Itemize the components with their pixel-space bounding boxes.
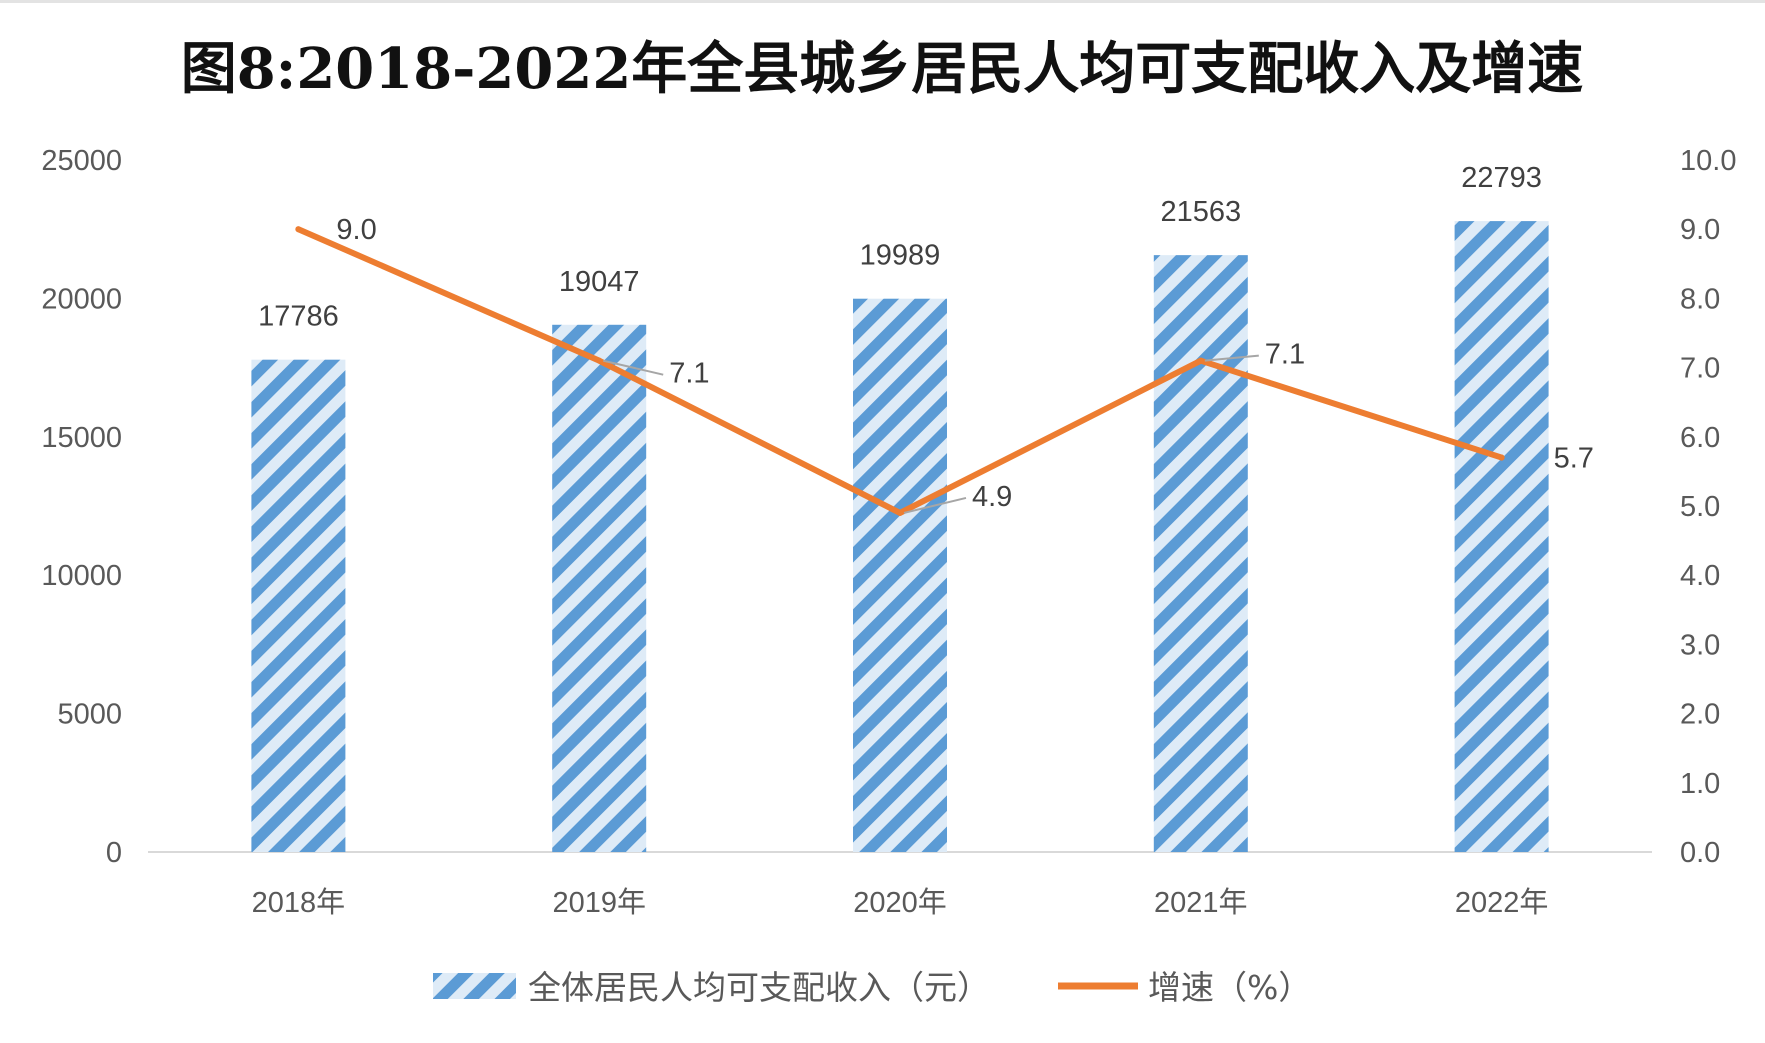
left-axis-tick-label: 25000	[41, 145, 122, 177]
growth-line-series: 9.0 7.1 4.9 7.1 5.7	[295, 214, 1594, 516]
growth-label-leader	[903, 496, 967, 514]
right-axis-tick-label: 8.0	[1680, 283, 1720, 315]
growth-point	[295, 226, 302, 233]
chart-title: 图8:2018-2022年全县城乡居民人均可支配收入及增速	[181, 36, 1584, 102]
right-axis-tick-label: 9.0	[1680, 214, 1720, 246]
bar-value-label: 17786	[258, 301, 339, 333]
right-axis-tick-label: 4.0	[1680, 560, 1720, 592]
growth-value-label: 4.9	[972, 481, 1012, 513]
bar	[1153, 255, 1248, 852]
growth-value-label: 7.1	[1265, 339, 1305, 371]
x-axis: 2018年 2019年 2020年 2021年 2022年	[252, 886, 1549, 919]
right-axis-tick-label: 10.0	[1680, 145, 1736, 177]
right-axis-tick-label: 1.0	[1680, 768, 1720, 800]
right-axis-tick-label: 0.0	[1680, 837, 1720, 869]
legend-swatch-bar	[433, 973, 516, 999]
bar	[251, 359, 346, 852]
bar-value-label: 19989	[860, 240, 941, 272]
right-axis-tick-label: 3.0	[1680, 629, 1720, 661]
right-axis-tick-label: 5.0	[1680, 491, 1720, 523]
legend-label-growth: 增速（%）	[1148, 968, 1311, 1007]
bar	[552, 324, 647, 852]
growth-point	[1498, 454, 1505, 461]
right-axis-tick-label: 7.0	[1680, 353, 1720, 385]
bar-value-label: 22793	[1461, 162, 1542, 194]
left-axis-tick-label: 10000	[41, 560, 122, 592]
right-axis-tick-label: 6.0	[1680, 422, 1720, 454]
growth-value-label: 5.7	[1554, 443, 1594, 475]
bar-value-label: 21563	[1160, 196, 1241, 228]
top-border-line	[0, 0, 1765, 3]
legend: 全体居民人均可支配收入（元） 增速（%）	[433, 968, 1311, 1007]
right-axis: 0.0 1.0 2.0 3.0 4.0 5.0 6.0 7.0 8.0 9.0 10.0	[1680, 145, 1736, 869]
x-axis-category-label: 2018年	[252, 886, 346, 919]
legend-label-income: 全体居民人均可支配收入（元）	[528, 968, 990, 1007]
x-axis-category-label: 2020年	[853, 886, 947, 919]
right-axis-tick-label: 2.0	[1680, 699, 1720, 731]
growth-value-label: 9.0	[336, 214, 376, 246]
left-axis-tick-label: 15000	[41, 422, 122, 454]
bar	[853, 298, 947, 852]
growth-label-leader	[1204, 354, 1259, 362]
growth-value-label: 7.1	[669, 358, 709, 390]
left-axis-tick-label: 20000	[41, 283, 122, 315]
growth-point	[897, 509, 903, 516]
growth-label-leader	[602, 359, 664, 376]
bar-series: 17786 19047 19989 21563 22793	[251, 162, 1549, 852]
growth-point	[1197, 357, 1204, 364]
x-axis-category-label: 2019年	[552, 886, 646, 919]
x-axis-category-label: 2021年	[1154, 886, 1248, 919]
left-axis-tick-label: 0	[106, 837, 122, 869]
bar-value-label: 19047	[559, 266, 640, 298]
bar	[1454, 221, 1549, 852]
growth-point	[596, 357, 603, 364]
left-axis-tick-label: 5000	[57, 699, 122, 731]
left-axis: 0 5000 10000 15000 20000 25000	[41, 145, 122, 869]
x-axis-category-label: 2022年	[1455, 886, 1549, 919]
